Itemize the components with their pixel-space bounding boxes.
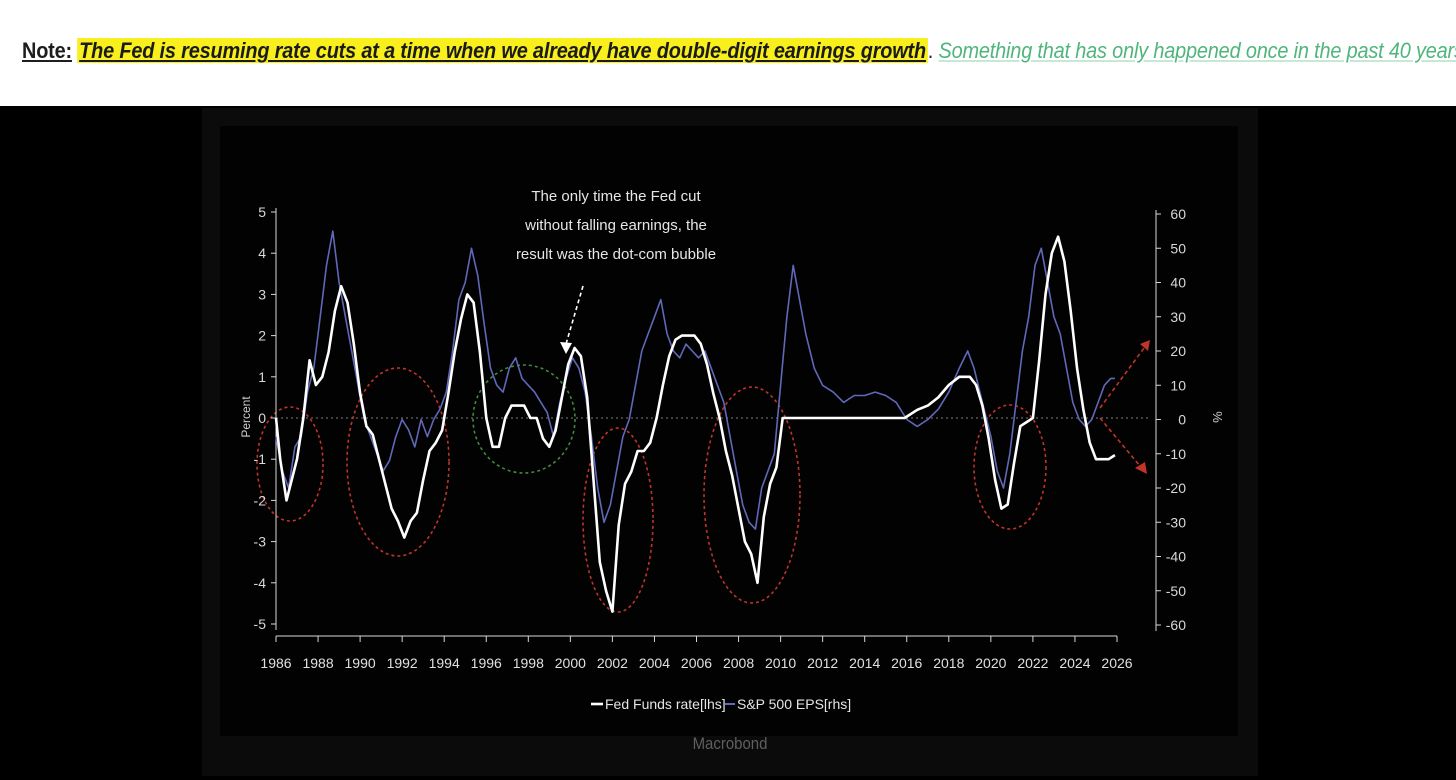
right-axis-label: %: [1210, 411, 1225, 423]
forecast-up-arrow-head: [1140, 340, 1150, 351]
red-dashed-circle: [973, 404, 1047, 530]
red-dashed-circle: [256, 406, 324, 522]
sp500-eps-line: [275, 230, 1115, 530]
x-axis-tick-label: 1986: [260, 655, 291, 671]
red-dashed-circle: [703, 386, 801, 604]
x-axis-tick-label: 2026: [1101, 655, 1132, 671]
note-period: .: [927, 38, 934, 63]
left-axis-tick-label: -4: [254, 575, 267, 591]
x-axis-tick-label: 2000: [555, 655, 586, 671]
x-axis-tick-label: 1994: [429, 655, 460, 671]
chart-layer: 543210-1-2-3-4-5Percent6050403020100-10-…: [239, 188, 1225, 712]
left-axis-label: Percent: [239, 396, 253, 438]
left-axis-tick-label: -5: [254, 616, 267, 632]
right-axis-tick-label: -20: [1166, 480, 1186, 496]
forecast-down-arrow-head: [1135, 462, 1147, 474]
x-axis-tick-label: 1996: [471, 655, 502, 671]
fed-funds-line: [274, 235, 1116, 613]
right-axis-tick-label: -60: [1166, 617, 1186, 633]
forecast-up-arrow: [1099, 347, 1145, 409]
right-axis-tick-label: 0: [1178, 412, 1186, 428]
chart-svg: 543210-1-2-3-4-5Percent6050403020100-10-…: [239, 188, 1225, 712]
note-bar: Note: The Fed is resuming rate cuts at a…: [0, 0, 1456, 106]
left-axis-tick-label: 5: [258, 204, 266, 220]
note-label: Note:: [22, 38, 72, 63]
x-axis-tick-label: 2020: [975, 655, 1006, 671]
left-axis-tick-label: -3: [254, 534, 267, 550]
annotation-arrow: [565, 285, 584, 345]
annotation-line: result was the dot-com bubble: [516, 246, 716, 263]
x-axis-tick-label: 2014: [849, 655, 880, 671]
dotcom-green-circle: [472, 364, 576, 474]
note-green-text: Something that has only happened once in…: [938, 38, 1456, 63]
left-axis-tick-label: -2: [254, 492, 267, 508]
left-axis-tick-label: -1: [254, 451, 267, 467]
left-axis-tick-label: 4: [258, 245, 266, 261]
x-axis-tick-label: 2002: [597, 655, 628, 671]
right-axis-tick-label: 50: [1170, 240, 1186, 256]
annotation-text: The only time the Fed cut without falling…: [516, 188, 716, 263]
x-axis-tick-label: 1992: [387, 655, 418, 671]
x-axis-tick-label: 2010: [765, 655, 796, 671]
note-line: Note: The Fed is resuming rate cuts at a…: [22, 38, 1456, 64]
chart-stage: Macrobond 5 4 3 2 1 0 -1 -2 -3 -4 -5 Percent 60 50 40 3…: [0, 106, 1456, 780]
left-axis-tick-label: 3: [258, 286, 266, 302]
x-axis-tick-label: 1988: [302, 655, 333, 671]
right-axis-tick-label: 40: [1170, 275, 1186, 291]
x-axis-tick-label: 1998: [513, 655, 544, 671]
right-axis-tick-label: 30: [1170, 309, 1186, 325]
right-axis-tick-label: 60: [1170, 206, 1186, 222]
x-axis-tick-label: 2012: [807, 655, 838, 671]
left-axis-tick-label: 2: [258, 328, 266, 344]
x-axis-tick-label: 2008: [723, 655, 754, 671]
x-axis-tick-label: 2018: [933, 655, 964, 671]
x-axis-tick-label: 2016: [891, 655, 922, 671]
annotation-arrow-head: [560, 342, 572, 354]
x-axis-tick-label: 1990: [345, 655, 376, 671]
right-axis-tick-label: -10: [1166, 446, 1186, 462]
right-axis-tick-label: -30: [1166, 514, 1186, 530]
red-dashed-circle: [582, 427, 654, 613]
annotation-line: without falling earnings, the: [524, 217, 707, 234]
annotation-line: The only time the Fed cut: [531, 188, 701, 205]
left-axis-tick-label: 1: [258, 369, 266, 385]
red-dashed-circle: [346, 367, 450, 557]
x-axis-tick-label: 2004: [639, 655, 670, 671]
x-axis-tick-label: 2006: [681, 655, 712, 671]
source-label: Macrobond: [692, 734, 768, 753]
x-axis-tick-label: 2024: [1059, 655, 1090, 671]
right-axis-tick-label: -40: [1166, 549, 1186, 565]
x-axis-tick-label: 2022: [1017, 655, 1048, 671]
note-highlight: The Fed is resuming rate cuts at a time …: [77, 38, 928, 63]
legend-label-eps: S&P 500 EPS[rhs]: [737, 696, 851, 712]
legend-label-fed: Fed Funds rate[lhs]: [605, 696, 726, 712]
right-axis-tick-label: 10: [1170, 377, 1186, 393]
right-axis-tick-label: 20: [1170, 343, 1186, 359]
right-axis-tick-label: -50: [1166, 583, 1186, 599]
left-axis-tick-label: 0: [258, 410, 266, 426]
forecast-down-arrow: [1099, 417, 1141, 467]
